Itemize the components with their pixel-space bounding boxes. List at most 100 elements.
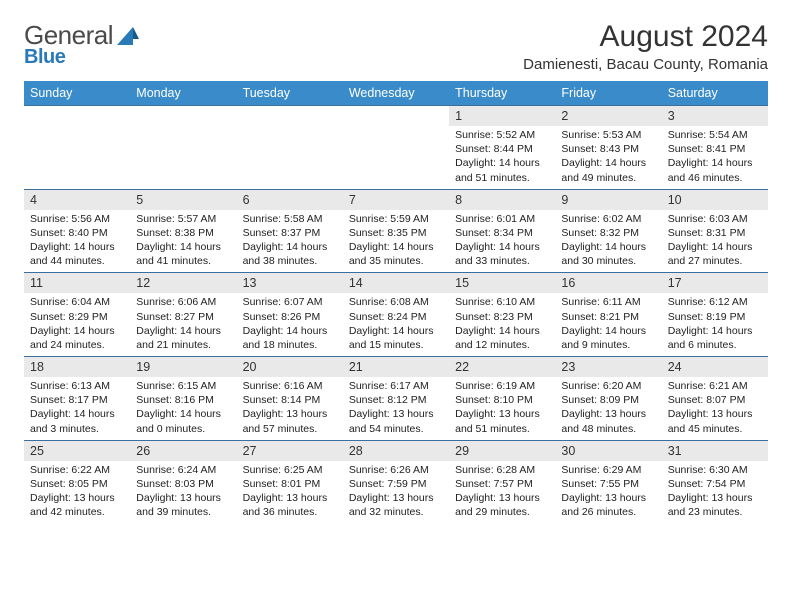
daylight-text-b: and 51 minutes.	[455, 422, 549, 436]
daylight-text-b: and 26 minutes.	[561, 505, 655, 519]
daylight-text-a: Daylight: 14 hours	[136, 324, 230, 338]
day-info-cell: Sunrise: 6:02 AMSunset: 8:32 PMDaylight:…	[555, 210, 661, 273]
day-info-cell: Sunrise: 5:54 AMSunset: 8:41 PMDaylight:…	[662, 126, 768, 189]
daynum-cell: 10	[662, 189, 768, 210]
daynum-cell: 4	[24, 189, 130, 210]
sunset-text: Sunset: 8:07 PM	[668, 393, 762, 407]
sunset-text: Sunset: 8:01 PM	[243, 477, 337, 491]
daylight-text-b: and 24 minutes.	[30, 338, 124, 352]
daylight-text-b: and 48 minutes.	[561, 422, 655, 436]
logo-sub: Blue	[24, 46, 65, 69]
day-info-cell	[24, 126, 130, 189]
sunset-text: Sunset: 8:03 PM	[136, 477, 230, 491]
daylight-text-a: Daylight: 13 hours	[30, 491, 124, 505]
daylight-text-b: and 27 minutes.	[668, 254, 762, 268]
daynum-cell: 19	[130, 357, 236, 378]
daynum-cell	[237, 106, 343, 127]
day-info-cell: Sunrise: 6:19 AMSunset: 8:10 PMDaylight:…	[449, 377, 555, 440]
daylight-text-a: Daylight: 14 hours	[455, 324, 549, 338]
sunrise-text: Sunrise: 6:02 AM	[561, 212, 655, 226]
daylight-text-b: and 36 minutes.	[243, 505, 337, 519]
sunrise-text: Sunrise: 6:03 AM	[668, 212, 762, 226]
day-info-cell: Sunrise: 6:06 AMSunset: 8:27 PMDaylight:…	[130, 293, 236, 356]
daylight-text-b: and 49 minutes.	[561, 171, 655, 185]
daynum-cell: 15	[449, 273, 555, 294]
sunset-text: Sunset: 8:38 PM	[136, 226, 230, 240]
daylight-text-a: Daylight: 14 hours	[136, 407, 230, 421]
daynum-cell: 18	[24, 357, 130, 378]
sunrise-text: Sunrise: 6:13 AM	[30, 379, 124, 393]
sunrise-text: Sunrise: 6:16 AM	[243, 379, 337, 393]
week-0-daynum-row: 123	[24, 106, 768, 127]
daylight-text-a: Daylight: 14 hours	[455, 156, 549, 170]
daylight-text-a: Daylight: 13 hours	[243, 491, 337, 505]
sunset-text: Sunset: 8:05 PM	[30, 477, 124, 491]
sunrise-text: Sunrise: 6:25 AM	[243, 463, 337, 477]
daynum-cell: 30	[555, 440, 661, 461]
daynum-cell: 5	[130, 189, 236, 210]
week-4-info-row: Sunrise: 6:22 AMSunset: 8:05 PMDaylight:…	[24, 461, 768, 524]
sunrise-text: Sunrise: 6:01 AM	[455, 212, 549, 226]
daylight-text-a: Daylight: 14 hours	[561, 240, 655, 254]
sunset-text: Sunset: 8:43 PM	[561, 142, 655, 156]
day-info-cell: Sunrise: 6:26 AMSunset: 7:59 PMDaylight:…	[343, 461, 449, 524]
daylight-text-a: Daylight: 13 hours	[668, 491, 762, 505]
daynum-cell	[24, 106, 130, 127]
day-info-cell: Sunrise: 6:10 AMSunset: 8:23 PMDaylight:…	[449, 293, 555, 356]
sunset-text: Sunset: 8:35 PM	[349, 226, 443, 240]
sunset-text: Sunset: 8:41 PM	[668, 142, 762, 156]
daynum-cell: 23	[555, 357, 661, 378]
day-info-cell: Sunrise: 5:53 AMSunset: 8:43 PMDaylight:…	[555, 126, 661, 189]
daylight-text-a: Daylight: 14 hours	[668, 156, 762, 170]
day-info-cell	[237, 126, 343, 189]
daynum-cell: 31	[662, 440, 768, 461]
daylight-text-a: Daylight: 14 hours	[136, 240, 230, 254]
sunrise-text: Sunrise: 5:52 AM	[455, 128, 549, 142]
day-info-cell: Sunrise: 6:24 AMSunset: 8:03 PMDaylight:…	[130, 461, 236, 524]
sunrise-text: Sunrise: 5:58 AM	[243, 212, 337, 226]
daylight-text-b: and 39 minutes.	[136, 505, 230, 519]
sunrise-text: Sunrise: 6:29 AM	[561, 463, 655, 477]
week-2-info-row: Sunrise: 6:04 AMSunset: 8:29 PMDaylight:…	[24, 293, 768, 356]
sunrise-text: Sunrise: 5:53 AM	[561, 128, 655, 142]
week-3-daynum-row: 18192021222324	[24, 357, 768, 378]
daylight-text-b: and 44 minutes.	[30, 254, 124, 268]
sunset-text: Sunset: 8:17 PM	[30, 393, 124, 407]
logo-triangle-icon	[117, 27, 139, 45]
day-header-tuesday: Tuesday	[237, 81, 343, 106]
day-header-sunday: Sunday	[24, 81, 130, 106]
day-info-cell: Sunrise: 5:58 AMSunset: 8:37 PMDaylight:…	[237, 210, 343, 273]
daynum-cell: 11	[24, 273, 130, 294]
sunrise-text: Sunrise: 5:57 AM	[136, 212, 230, 226]
daynum-cell: 27	[237, 440, 343, 461]
daylight-text-b: and 30 minutes.	[561, 254, 655, 268]
sunrise-text: Sunrise: 6:04 AM	[30, 295, 124, 309]
sunset-text: Sunset: 8:14 PM	[243, 393, 337, 407]
daylight-text-a: Daylight: 13 hours	[561, 407, 655, 421]
daylight-text-a: Daylight: 14 hours	[561, 156, 655, 170]
sunrise-text: Sunrise: 6:10 AM	[455, 295, 549, 309]
title-block: August 2024 Damienesti, Bacau County, Ro…	[523, 20, 768, 73]
sunrise-text: Sunrise: 6:15 AM	[136, 379, 230, 393]
daylight-text-b: and 3 minutes.	[30, 422, 124, 436]
day-info-cell: Sunrise: 6:22 AMSunset: 8:05 PMDaylight:…	[24, 461, 130, 524]
day-info-cell: Sunrise: 6:29 AMSunset: 7:55 PMDaylight:…	[555, 461, 661, 524]
daylight-text-a: Daylight: 13 hours	[668, 407, 762, 421]
daylight-text-a: Daylight: 14 hours	[243, 240, 337, 254]
daynum-cell	[130, 106, 236, 127]
daylight-text-b: and 6 minutes.	[668, 338, 762, 352]
sunset-text: Sunset: 8:34 PM	[455, 226, 549, 240]
page-header: General August 2024 Damienesti, Bacau Co…	[24, 20, 768, 73]
sunrise-text: Sunrise: 6:28 AM	[455, 463, 549, 477]
daynum-cell: 6	[237, 189, 343, 210]
daylight-text-b: and 0 minutes.	[136, 422, 230, 436]
calendar-page: General August 2024 Damienesti, Bacau Co…	[0, 0, 792, 612]
sunset-text: Sunset: 8:16 PM	[136, 393, 230, 407]
sunrise-text: Sunrise: 6:06 AM	[136, 295, 230, 309]
daynum-cell: 20	[237, 357, 343, 378]
daylight-text-b: and 51 minutes.	[455, 171, 549, 185]
daylight-text-a: Daylight: 13 hours	[243, 407, 337, 421]
daylight-text-b: and 12 minutes.	[455, 338, 549, 352]
day-header-friday: Friday	[555, 81, 661, 106]
sunset-text: Sunset: 8:31 PM	[668, 226, 762, 240]
